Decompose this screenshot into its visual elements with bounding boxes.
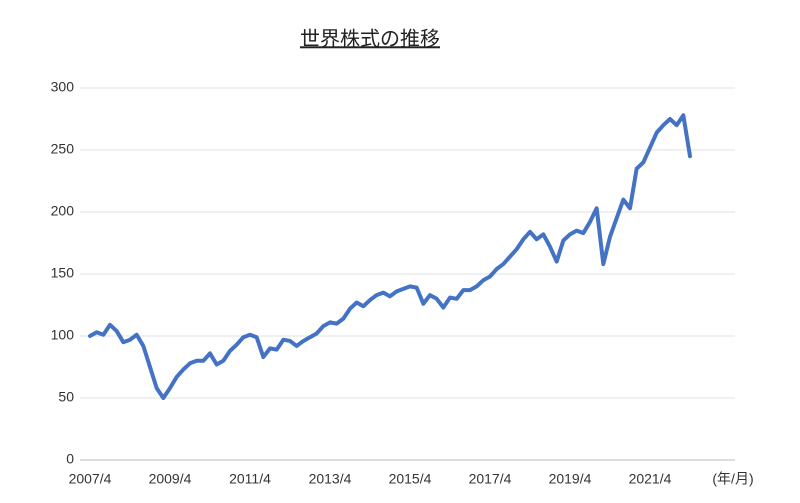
chart-title: 世界株式の推移 xyxy=(300,27,440,50)
y-tick-label: 250 xyxy=(51,141,75,157)
x-tick-label: 2019/4 xyxy=(549,471,592,487)
y-tick-label: 100 xyxy=(51,327,75,343)
y-tick-label: 150 xyxy=(51,265,75,281)
y-tick-label: 50 xyxy=(58,389,74,405)
data-line xyxy=(88,113,692,400)
y-tick-label: 300 xyxy=(51,79,75,95)
x-tick-label: 2011/4 xyxy=(229,471,271,487)
y-tick-label: 0 xyxy=(66,451,74,467)
x-tick-label: 2017/4 xyxy=(469,471,512,487)
x-tick-label: 2009/4 xyxy=(149,471,192,487)
x-tick-label: 2007/4 xyxy=(69,471,112,487)
x-axis-label: (年/月) xyxy=(712,471,753,487)
x-tick-label: 2015/4 xyxy=(389,471,432,487)
x-tick-label: 2021/4 xyxy=(629,471,672,487)
y-tick-label: 200 xyxy=(51,203,75,219)
x-tick-label: 2013/4 xyxy=(309,471,352,487)
